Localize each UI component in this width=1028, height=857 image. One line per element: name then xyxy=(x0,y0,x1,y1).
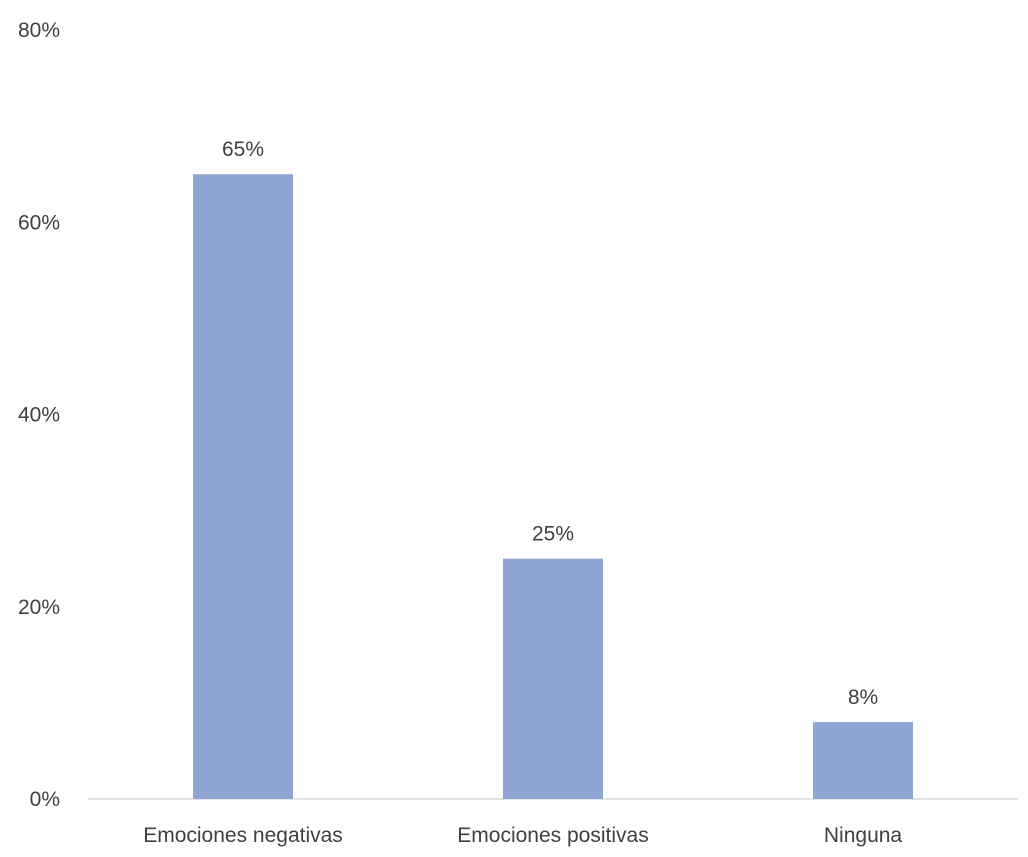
y-axis: 0% 20% 40% 60% 80% xyxy=(18,19,60,811)
y-tick-label: 40% xyxy=(18,404,60,427)
data-label: 8% xyxy=(848,686,878,709)
x-tick-label: Emociones positivas xyxy=(457,824,648,847)
bar xyxy=(813,722,913,799)
y-tick-label: 60% xyxy=(18,211,60,234)
data-label: 25% xyxy=(532,523,574,546)
y-tick-label: 20% xyxy=(18,596,60,619)
y-tick-label: 80% xyxy=(18,19,60,42)
bar xyxy=(193,174,293,799)
data-label: 65% xyxy=(222,138,264,161)
x-tick-label: Ninguna xyxy=(824,824,903,847)
x-axis: Emociones negativas Emociones positivas Ni… xyxy=(143,824,902,847)
y-tick-label: 0% xyxy=(30,788,60,811)
bar xyxy=(503,558,603,799)
data-labels: 65% 25% 8% xyxy=(222,138,878,709)
bars xyxy=(193,174,913,799)
x-tick-label: Emociones negativas xyxy=(143,824,343,847)
